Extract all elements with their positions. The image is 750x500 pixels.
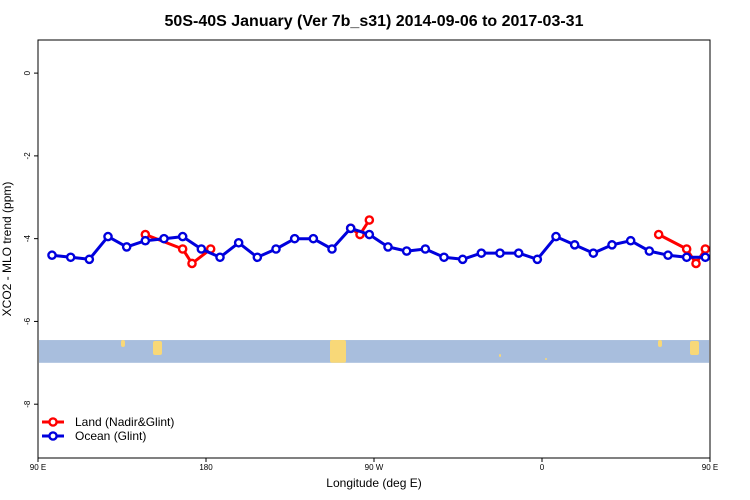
data-point	[625, 235, 636, 246]
data-point	[308, 233, 319, 244]
legend: Land (Nadir&Glint)Ocean (Glint)	[42, 415, 174, 443]
data-point	[569, 240, 580, 250]
data-point	[233, 237, 244, 248]
data-point	[457, 254, 468, 265]
data-point	[187, 258, 197, 269]
data-point	[65, 252, 76, 263]
legend-marker	[48, 431, 58, 441]
land-patch	[499, 354, 501, 358]
data-point	[532, 254, 543, 265]
land-patch	[330, 340, 346, 363]
land-patch	[545, 358, 547, 361]
data-point	[420, 244, 431, 254]
x-tick-label: 180	[199, 463, 213, 472]
data-point	[401, 246, 412, 256]
data-point	[177, 231, 188, 242]
data-point	[700, 244, 711, 254]
ocean-band	[39, 340, 709, 363]
x-axis: 90 E 180 90 W 0 90 E	[30, 458, 718, 472]
x-tick-label: 0	[540, 463, 545, 472]
x-tick-label: 90 E	[30, 463, 46, 472]
map-band	[39, 340, 709, 363]
legend-label: Ocean (Glint)	[75, 429, 146, 443]
data-point	[121, 242, 132, 252]
y-tick-label: -4	[23, 235, 32, 243]
data-point	[607, 240, 617, 250]
y-tick-label: -8	[23, 400, 32, 408]
x-tick-label: 90 W	[365, 463, 384, 472]
data-point	[383, 242, 393, 252]
legend-item-land: Land (Nadir&Glint)	[42, 415, 174, 429]
y-tick-label: -6	[23, 317, 32, 325]
y-tick-label: 0	[23, 70, 32, 75]
data-point	[271, 244, 281, 254]
data-point	[588, 248, 599, 258]
y-tick-label: -2	[23, 152, 32, 160]
data-point	[681, 244, 692, 254]
data-point	[364, 229, 375, 240]
data-point	[653, 229, 664, 240]
land-patch	[121, 340, 125, 348]
data-point	[84, 254, 95, 265]
legend-marker	[48, 417, 58, 427]
series-ocean	[47, 223, 711, 265]
data-point	[47, 250, 57, 261]
data-point	[327, 244, 337, 254]
data-point	[681, 252, 692, 263]
data-point	[196, 244, 207, 254]
data-point	[700, 252, 711, 263]
data-point	[663, 250, 673, 261]
data-point	[215, 252, 225, 263]
data-point	[103, 231, 113, 242]
legend-label: Land (Nadir&Glint)	[75, 415, 174, 429]
data-point	[177, 244, 188, 254]
land-patch	[658, 340, 662, 348]
land-patch	[690, 341, 699, 356]
y-axis: 0 -2 -4 -6 -8	[23, 70, 38, 408]
data-point	[644, 246, 655, 256]
data-point	[513, 248, 524, 258]
data-point	[691, 258, 701, 269]
data-point	[476, 248, 487, 258]
series-layer	[47, 215, 711, 269]
x-tick-label: 90 E	[702, 463, 718, 472]
land-patch	[153, 341, 162, 356]
data-point	[495, 248, 505, 258]
data-point	[345, 223, 356, 234]
data-point	[289, 233, 300, 244]
x-axis-label: Longitude (deg E)	[326, 476, 421, 490]
data-point	[140, 235, 151, 246]
data-point	[252, 252, 263, 263]
data-point	[159, 233, 169, 244]
y-axis-label: XCO2 - MLO trend (ppm)	[0, 182, 14, 317]
legend-item-ocean: Ocean (Glint)	[42, 429, 146, 443]
data-point	[439, 252, 449, 263]
chart-title: 50S-40S January (Ver 7b_s31) 2014-09-06 …	[165, 13, 584, 30]
data-point	[364, 215, 375, 225]
data-point	[551, 231, 561, 242]
